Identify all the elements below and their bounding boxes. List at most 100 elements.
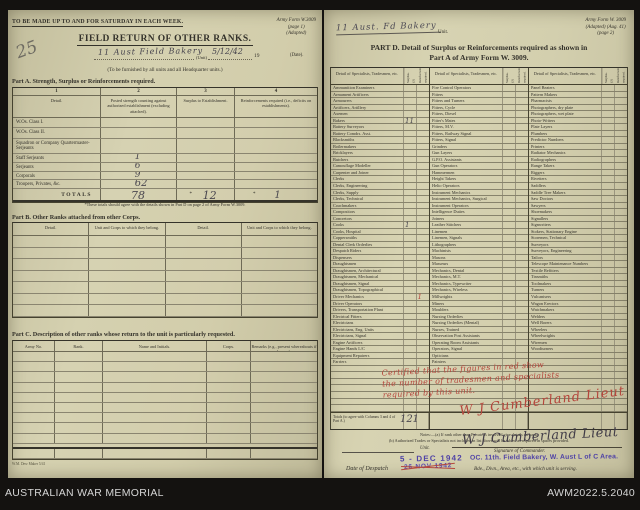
surplus-cell [404,98,417,104]
surplus-cell [503,294,516,300]
part-d-row: Telescope Maintenance Numbers [529,261,627,268]
blank-cell [207,382,251,392]
part-d-row: Armourers [331,98,429,105]
part-d-row: Boilermakers [331,143,429,151]
trade-label: Equipment Repairers [331,352,404,359]
col-header-reinforcements: Reinforcements required. (4) [417,68,430,83]
part-d-row: Tinsmiths [529,274,627,281]
reinforcements-cell [235,172,317,179]
trade-label: Draughtsmen, Topographical [331,287,404,293]
surplus-cell [602,280,615,287]
part-d-row: Printers [529,143,627,151]
part-d-row: Operating Room Assistants [430,339,528,347]
trade-label: Fitters [430,91,503,98]
reinforcements-cell [417,314,430,320]
trade-label [529,378,602,385]
reinforcements-cell [615,137,628,143]
trade-label: Fire Control Operators [430,85,503,91]
part-a-body: W.Os. Class I. W.Os. Class II. Squadron or… [13,118,317,189]
part-d-row: Signwriters [529,222,627,229]
part-d-row: Dental Clerk Orderlies [331,241,429,249]
reinforcements-cell [235,118,317,127]
form-ref-line: (page 2) [597,31,615,36]
handwritten-value: 9 [134,172,141,179]
row-label: W.Os. Class I. [13,118,101,127]
surplus-cell [602,378,615,385]
form-ref-line: (page 1) [287,24,305,30]
surplus-cell [602,182,615,189]
part-d-row: Driver Mechanics 1 [331,293,429,301]
part-d-row: Leather Stitchers [430,222,528,229]
trade-label: Butchers [331,156,404,163]
posted-cell: 62 [101,180,177,188]
reinforcements-cell [417,301,430,307]
reinforcements-cell [516,268,529,274]
year-prefix: 19 [254,53,260,59]
part-d-row: Millwrights [430,294,528,301]
part-c-column-headers: Army No. Rank. Name and Initials. Corps.… [13,341,317,352]
trade-label: Machinists [430,248,503,254]
surplus-cell [602,359,615,365]
surplus-cell [602,307,615,313]
reinforcements-cell [516,222,529,228]
trade-label: Instrument Mechanics, Surgical [430,196,503,202]
reinforcements-cell [417,340,430,346]
surplus-cell [602,339,615,346]
part-d-row [331,372,429,379]
blank-cell [251,372,317,381]
part-d-row: Clerks, Technical [331,196,429,203]
blank-cell [55,352,103,362]
surplus-cell [503,222,516,228]
col-num: 1 [13,88,101,95]
surplus-cell [404,398,417,405]
trade-label: Height Takers [430,176,503,182]
part-d-row: Helio Operators [430,182,528,190]
col-header-reinforcements: Reinforcements required. (4) [516,68,529,83]
col-header: Posted strength counting against authori… [101,96,177,117]
surplus-cell [404,163,417,169]
surplus-cell [602,98,615,104]
col-header: Unit and Corps to which they belong. [89,223,166,235]
surplus-cell [503,196,516,202]
reinforcements-cell [516,274,529,280]
reinforcements-cell [235,180,317,188]
totals-surplus-cell: 12 [400,412,417,429]
surplus-cell [404,405,417,411]
trade-label: Saw Doctors [529,196,602,202]
part-d-row: Saddle Tree Makers [529,189,627,197]
row-label: Serjeants [13,163,101,171]
trade-label [331,365,404,372]
part-d-row: Range Takers [529,163,627,170]
part-a-footnote: *These totals should agree with the deta… [84,202,246,207]
blank-cell [166,270,242,281]
reinforcements-cell [417,98,430,104]
trade-label: Wagon Erectors [529,300,602,307]
trade-label: Fitter's Mates [430,117,503,124]
part-c-row [13,448,317,459]
totals-reinforcements-cell: 1 [413,412,429,429]
reinforcements-cell [516,287,529,293]
blank-cell [166,305,242,316]
part-d-row: Vulcanisers [529,294,627,301]
trade-label: Wheelers [529,326,602,333]
part-d-row: Fitters, Cycle [430,104,528,112]
blank-cell [207,352,251,362]
reinforcements-cell [615,340,628,346]
surplus-cell [503,248,516,254]
part-d-row: Electricians [331,320,429,327]
reinforcements-cell [516,118,529,124]
surplus-cell [177,154,235,162]
col-header: Detail of Specialists, Tradesmen, etc. [331,68,404,84]
part-d-row [529,352,627,360]
surplus-cell [602,254,615,261]
blank-cell [251,393,317,402]
trade-label: Electrical Fitters [331,313,404,320]
unit-handwritten: 11 Aust. Fd Bakery [335,20,441,36]
blank-cell [13,392,55,402]
surplus-cell [404,143,417,150]
part-c-heading: Part C. Description of other ranks whose… [12,331,235,338]
surplus-cell [503,209,516,215]
part-d-row: Fitters, Diesel [430,111,528,118]
part-d-row: Sawyers [529,202,627,210]
trade-label: Draughtsmen, Signal [331,280,404,287]
